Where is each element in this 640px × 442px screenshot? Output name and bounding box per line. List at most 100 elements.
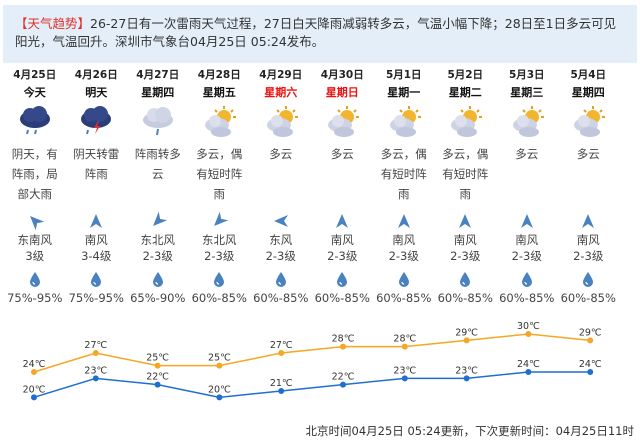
temperature-chart: 24℃ 27℃ 25℃ 25℃ 27℃ 28℃ 28℃ 29℃ 30℃ 29℃ 20℃ 23℃ 22℃ 2… xyxy=(23,321,602,401)
weather-description: 多云，偶有短时阵雨 xyxy=(442,147,489,201)
forecast-weekday: 明天 xyxy=(85,86,108,99)
wind-level: 2-3级 xyxy=(142,249,173,263)
low-temp-point xyxy=(31,394,37,401)
forecast-day: 5月2日 星期二 多云，偶有短时阵雨 南风 2-3级 60%-85% xyxy=(435,66,497,306)
low-temp-label: 24℃ xyxy=(579,359,602,370)
partly-cloudy-icon xyxy=(250,102,312,144)
banner-text: 26-27日有一次雷雨天气过程，27日白天降雨减弱转多云，气温小幅下降；28日至… xyxy=(15,16,617,49)
humidity-drop-icon xyxy=(66,268,128,290)
wind-direction: 南风 xyxy=(576,233,600,247)
forecast-day: 5月3日 星期三 多云 南风 2-3级 60%-85% xyxy=(496,66,558,306)
wind-direction: 东北风 xyxy=(202,233,237,247)
low-temp-label: 22℃ xyxy=(146,372,169,383)
forecast-weekday: 星期一 xyxy=(387,86,421,99)
wind-arrow-icon xyxy=(127,210,189,232)
low-temp-point xyxy=(401,375,408,382)
wind-direction: 东风 xyxy=(269,233,293,247)
forecast-weekday: 星期六 xyxy=(264,86,298,99)
low-temp-label: 20℃ xyxy=(208,384,231,395)
humidity-drop-icon xyxy=(373,268,435,290)
wind-arrow-icon xyxy=(496,210,558,232)
wind-arrow-icon xyxy=(558,210,620,232)
forecast-date: 5月4日 xyxy=(570,69,607,81)
wind-direction: 南风 xyxy=(330,233,354,247)
forecast-weekday: 星期五 xyxy=(202,86,236,99)
low-temp-point xyxy=(463,375,470,382)
weather-description: 多云 xyxy=(515,147,539,161)
partly-cloudy-icon xyxy=(558,102,620,144)
forecast-weekday: 星期二 xyxy=(448,86,482,99)
low-temp-label: 20℃ xyxy=(23,384,46,395)
forecast-date: 5月2日 xyxy=(447,69,484,81)
humidity-range: 75%-95% xyxy=(7,291,63,305)
humidity-range: 60%-85% xyxy=(437,291,493,305)
high-temp-point xyxy=(278,350,285,357)
forecast-date: 4月25日 xyxy=(13,69,57,81)
low-temp-point xyxy=(525,369,532,375)
wind-level: 3-4级 xyxy=(81,249,112,263)
high-temp-line xyxy=(33,333,591,373)
humidity-drop-icon xyxy=(250,268,312,290)
weather-description: 多云，偶有短时阵雨 xyxy=(196,147,243,201)
low-temp-label: 23℃ xyxy=(393,365,416,376)
forecast-weekday: 星期四 xyxy=(141,86,175,99)
high-temp-point xyxy=(31,369,37,375)
wind-arrow-icon xyxy=(435,210,497,232)
humidity-drop-icon xyxy=(4,268,66,290)
low-temp-point xyxy=(154,381,161,388)
forecast-date: 4月29日 xyxy=(259,69,303,81)
low-temp-point xyxy=(92,375,99,382)
partly-cloudy-icon xyxy=(496,102,558,144)
high-temp-point xyxy=(92,350,99,357)
forecast-day: 4月28日 星期五 多云，偶有短时阵雨 东北风 2-3级 60%-85% xyxy=(189,66,251,306)
high-temp-label: 25℃ xyxy=(146,353,169,364)
partly-cloudy-icon xyxy=(312,102,374,144)
wind-level: 2-3级 xyxy=(573,249,604,263)
wind-level: 2-3级 xyxy=(327,249,358,263)
high-temp-label: 28℃ xyxy=(332,334,355,345)
high-temp-point xyxy=(463,337,470,344)
high-temp-label: 25℃ xyxy=(208,353,231,364)
high-temp-point xyxy=(154,362,161,369)
forecast-day: 5月4日 星期四 多云 南风 2-3级 60%-85% xyxy=(558,66,620,306)
humidity-drop-icon xyxy=(435,268,497,290)
humidity-drop-icon xyxy=(496,268,558,290)
high-temp-label: 28℃ xyxy=(393,334,416,345)
forecast-day: 4月29日 星期六 多云 东风 2-3级 60%-85% xyxy=(250,66,312,306)
high-temp-label: 29℃ xyxy=(455,327,478,338)
partly-cloudy-icon xyxy=(435,102,497,144)
low-temp-point xyxy=(278,387,285,394)
wind-level: 2-3级 xyxy=(450,249,481,263)
partly-cloudy-icon xyxy=(189,102,251,144)
wind-arrow-icon xyxy=(4,210,66,232)
forecast-date: 5月3日 xyxy=(508,69,545,81)
low-temp-label: 23℃ xyxy=(84,365,107,376)
forecast-date: 4月26日 xyxy=(74,69,118,81)
wind-level: 2-3级 xyxy=(265,249,296,263)
update-time: 北京时间04月25日 05:24更新，下次更新时间：04月25日11时 xyxy=(305,424,634,438)
rain-cloud-icon xyxy=(4,102,66,144)
wind-arrow-icon xyxy=(189,210,251,232)
weather-description: 阵雨转多云 xyxy=(134,147,181,181)
weather-description: 多云 xyxy=(576,147,600,161)
high-temp-point xyxy=(525,331,532,338)
humidity-range: 60%-85% xyxy=(314,291,370,305)
thunderstorm-icon xyxy=(66,102,128,144)
forecast-day: 5月1日 星期一 多云，偶有短时阵雨 南风 2-3级 60%-85% xyxy=(373,66,435,306)
wind-direction: 南风 xyxy=(453,233,477,247)
wind-level: 2-3级 xyxy=(388,249,419,263)
forecast-weekday: 星期三 xyxy=(510,86,544,99)
low-temp-point xyxy=(340,381,346,388)
forecast-day: 4月26日 明天 阴天转雷阵雨 南风 3-4级 75%-95% xyxy=(66,66,128,306)
wind-level: 2-3级 xyxy=(204,249,235,263)
humidity-range: 60%-85% xyxy=(376,291,432,305)
low-temp-label: 22℃ xyxy=(332,372,355,383)
forecast-day: 4月30日 星期日 多云 南风 2-3级 60%-85% xyxy=(312,66,374,306)
forecast-date: 4月27日 xyxy=(136,69,180,81)
weather-description: 多云 xyxy=(330,147,354,161)
humidity-range: 60%-85% xyxy=(253,291,309,305)
wind-direction: 东北风 xyxy=(140,233,176,247)
low-temp-label: 24℃ xyxy=(517,359,540,370)
high-temp-point xyxy=(340,343,346,350)
weather-description: 多云 xyxy=(269,147,293,161)
